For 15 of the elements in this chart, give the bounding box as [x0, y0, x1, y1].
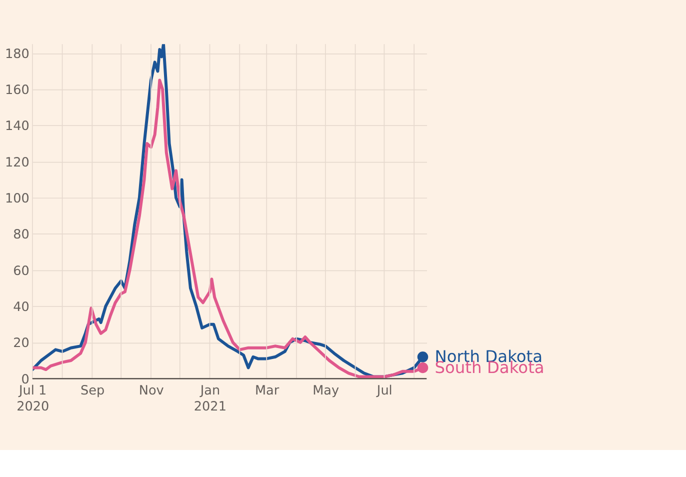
x-tick-label: Nov [138, 383, 164, 398]
x-tick-label: Jul [376, 383, 392, 398]
y-tick-label: 60 [13, 264, 30, 279]
y-tick-label: 100 [5, 191, 30, 206]
x-tick-label: Sep [80, 383, 105, 398]
y-tick-label: 120 [5, 155, 30, 170]
y-tick-label: 40 [13, 300, 30, 315]
y-tick-label: 80 [13, 228, 30, 243]
x-tick-label: May [312, 383, 340, 398]
x-tick-label: Jan 2021 [194, 383, 226, 415]
y-tick-label: 160 [5, 83, 30, 98]
y-tick-label: 140 [5, 119, 30, 134]
y-tick-label: 180 [5, 46, 30, 62]
y-tick-label: 20 [13, 336, 30, 352]
x-tick-label: Mar [254, 383, 280, 398]
